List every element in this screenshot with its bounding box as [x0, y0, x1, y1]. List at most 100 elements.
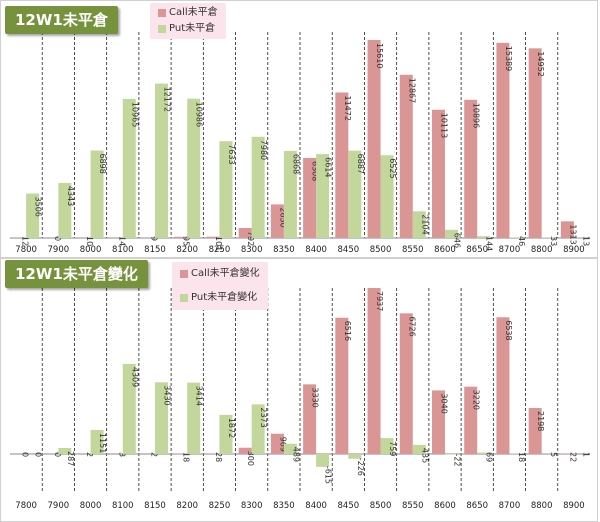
- bar-put-8650: [477, 452, 491, 454]
- data-label-call-8250: 28: [214, 452, 223, 462]
- chart-title: 12W1未平倉: [5, 6, 118, 34]
- data-label-call-8800: 14952: [536, 51, 545, 76]
- x-tick-label-8650: 8650: [466, 501, 488, 511]
- chart-title: 12W1未平倉變化: [5, 260, 148, 288]
- data-label-call-8550: 6726: [407, 316, 416, 336]
- data-label-put-8650: 144: [485, 236, 494, 251]
- x-tick-label-8800: 8800: [531, 501, 553, 511]
- bar-put-8300: [251, 136, 265, 238]
- bar-call-8800: [528, 408, 542, 454]
- x-tick-label-8550: 8550: [402, 245, 424, 255]
- x-tick-label-8350: 8350: [273, 501, 295, 511]
- x-tick-label-8150: 8150: [144, 501, 166, 511]
- bar-put-8550: [412, 211, 426, 238]
- bar-call-8200: [174, 236, 188, 238]
- open-interest-change-panel: 0 0 2 3 2 18 28 300 969 3330 6516 7937 6726 3040 3220 6…: [0, 258, 600, 522]
- data-label-call-8250: 101: [214, 236, 223, 251]
- bar-call-8800: [528, 48, 542, 238]
- bar-put-8100: [122, 98, 136, 238]
- x-tick-label-8500: 8500: [370, 245, 392, 255]
- data-label-put-8700: 18: [517, 452, 526, 462]
- x-tick-label-7800: 7800: [15, 501, 37, 511]
- bar-call-8700: [496, 317, 510, 454]
- bar-put-8100: [122, 363, 136, 454]
- bar-call-8250: [206, 236, 220, 238]
- bar-call-8300: [238, 447, 252, 454]
- data-label-call-8550: 12867: [407, 78, 416, 103]
- x-tick-label-8450: 8450: [338, 245, 360, 255]
- x-tick-label-8700: 8700: [499, 501, 521, 511]
- data-label-call-8800: 2198: [536, 411, 545, 431]
- data-label-put-8100: 10965: [130, 102, 139, 127]
- x-tick-label-7800: 7800: [15, 245, 37, 255]
- legend-swatch-put: [180, 294, 188, 302]
- data-label-put-8300: 7980: [259, 140, 268, 160]
- data-label-put-8600: 646: [453, 233, 462, 248]
- legend-label-put: Put未平倉變化: [191, 292, 258, 303]
- bar-put-8350: [283, 150, 297, 238]
- legend-swatch-put: [158, 25, 166, 33]
- data-label-call-7800: 0: [21, 452, 30, 457]
- legend-item-call: Call未平倉: [158, 5, 218, 21]
- bar-put-8000: [90, 429, 104, 454]
- x-tick-label-8150: 8150: [144, 245, 166, 255]
- data-label-put-8100: 4309: [130, 367, 139, 387]
- x-tick-label-8900: 8900: [563, 245, 585, 255]
- data-label-call-8700: 15389: [504, 46, 513, 71]
- data-label-put-8700: 46: [517, 236, 526, 246]
- data-label-put-8150: 3430: [163, 385, 172, 405]
- bar-put-8250: [219, 414, 233, 454]
- bar-call-8600: [432, 390, 445, 454]
- data-label-call-7900: 0: [53, 236, 62, 241]
- data-label-call-8000: 10: [85, 236, 94, 246]
- bar-call-8450: [335, 317, 349, 454]
- bar-call-8650: [464, 99, 478, 238]
- data-label-put-8800: 33: [549, 236, 558, 246]
- data-label-call-8150: 9: [150, 236, 159, 241]
- x-tick-label-8800: 8800: [531, 245, 553, 255]
- bar-put-8400: [316, 154, 330, 238]
- bar-put-8600: [445, 229, 458, 238]
- data-label-call-8300: 300: [246, 451, 255, 466]
- data-label-put-7800: 0: [34, 452, 43, 457]
- bar-put-7800: [26, 193, 40, 238]
- bar-put-7900: [58, 182, 72, 238]
- bar-put-8400: [316, 454, 330, 467]
- legend-swatch-call: [158, 9, 166, 17]
- data-label-put-8400: -615: [324, 466, 333, 484]
- data-label-call-8000: 2: [85, 452, 94, 457]
- x-tick-label-8000: 8000: [80, 245, 102, 255]
- data-label-put-8550: 2104: [420, 214, 429, 234]
- x-tick-label-7900: 7900: [48, 501, 70, 511]
- bar-put-8000: [90, 150, 104, 238]
- x-tick-label-7900: 7900: [48, 245, 70, 255]
- x-tick-label-8450: 8450: [338, 501, 360, 511]
- bar-call-8300: [238, 227, 252, 238]
- x-tick-label-8200: 8200: [176, 245, 198, 255]
- x-tick-label-8650: 8650: [466, 245, 488, 255]
- x-tick-label-8200: 8200: [176, 501, 198, 511]
- x-tick-label-8100: 8100: [112, 501, 134, 511]
- data-label-put-8350: 6868: [291, 154, 300, 174]
- data-label-put-8200: 10986: [195, 102, 204, 127]
- x-tick-label-8500: 8500: [370, 501, 392, 511]
- bar-call-8250: [206, 453, 220, 454]
- bar-put-8150: [155, 83, 168, 238]
- bar-call-8400: [303, 157, 317, 238]
- data-label-put-8300: 2373: [259, 407, 268, 427]
- data-label-put-7900: 287: [66, 451, 75, 466]
- bar-put-8350: [283, 443, 297, 454]
- data-label-call-8400: 6308: [311, 161, 320, 181]
- x-tick-label-8250: 8250: [209, 245, 231, 255]
- data-label-call-8700: 6538: [504, 320, 513, 340]
- data-label-put-8900: 1: [581, 452, 590, 457]
- bar-put-8200: [187, 98, 201, 238]
- bar-call-8550: [399, 74, 413, 238]
- bar-put-8700: [509, 237, 523, 238]
- bar-put-8650: [477, 236, 491, 238]
- bar-call-8550: [399, 313, 413, 454]
- data-label-call-8900: 22: [568, 452, 577, 462]
- data-label-put-8800: 5: [549, 452, 558, 457]
- data-label-call-7900: 0: [53, 452, 62, 457]
